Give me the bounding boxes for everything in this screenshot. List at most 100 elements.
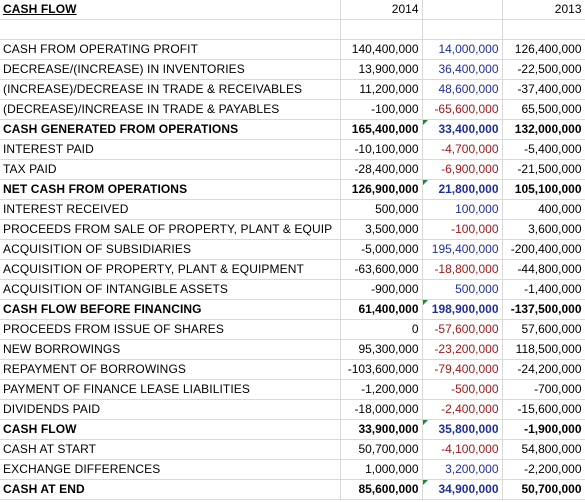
value-2014-cell[interactable]: 140,400,000 xyxy=(340,39,423,60)
delta-cell[interactable]: 3,200,000 xyxy=(422,459,503,480)
row-label-cell[interactable]: CASH AT START xyxy=(0,439,341,460)
delta-cell[interactable]: -4,700,000 xyxy=(422,139,503,160)
value-2014-cell[interactable]: 1,000,000 xyxy=(340,459,423,480)
value-2014-cell[interactable]: 126,900,000 xyxy=(340,179,423,200)
delta-cell[interactable]: 100,000 xyxy=(422,199,503,220)
value-2014-cell[interactable]: 500,000 xyxy=(340,199,423,220)
year-2013-header[interactable]: 2013 xyxy=(502,0,585,20)
row-label-cell[interactable]: NEW BORROWINGS xyxy=(0,339,341,360)
row-label-cell[interactable]: INTEREST RECEIVED xyxy=(0,199,341,220)
value-2014-cell[interactable]: 13,900,000 xyxy=(340,59,423,80)
delta-cell[interactable]: 14,000,000 xyxy=(422,39,503,60)
delta-cell[interactable]: -6,900,000 xyxy=(422,159,503,180)
delta-cell[interactable]: -79,400,000 xyxy=(422,359,503,380)
value-2013-cell[interactable]: 118,500,000 xyxy=(502,339,585,360)
value-2014-cell[interactable]: -103,600,000 xyxy=(340,359,423,380)
delta-cell[interactable]: -57,600,000 xyxy=(422,319,503,340)
delta-cell[interactable]: -23,200,000 xyxy=(422,339,503,360)
value-2013-cell[interactable]: -1,400,000 xyxy=(502,279,585,300)
row-label-cell[interactable]: CASH FROM OPERATING PROFIT xyxy=(0,39,341,60)
value-2014-cell[interactable]: 85,600,000 xyxy=(340,479,423,500)
delta-cell[interactable]: 35,800,000 xyxy=(422,419,503,440)
blank-cell[interactable] xyxy=(502,19,585,40)
row-label-cell[interactable]: PROCEEDS FROM SALE OF PROPERTY, PLANT & … xyxy=(0,219,341,240)
value-2013-cell[interactable]: 54,800,000 xyxy=(502,439,585,460)
delta-cell[interactable]: 198,900,000 xyxy=(422,299,503,320)
value-2014-cell[interactable]: -10,100,000 xyxy=(340,139,423,160)
row-label-cell[interactable]: CASH FLOW BEFORE FINANCING xyxy=(0,299,341,320)
delta-cell[interactable]: 21,800,000 xyxy=(422,179,503,200)
value-2013-cell[interactable]: -700,000 xyxy=(502,379,585,400)
row-label-cell[interactable]: (INCREASE)/DECREASE IN TRADE & RECEIVABL… xyxy=(0,79,341,100)
value-2014-cell[interactable]: -28,400,000 xyxy=(340,159,423,180)
value-2013-cell[interactable]: 132,000,000 xyxy=(502,119,585,140)
row-label-cell[interactable]: PROCEEDS FROM ISSUE OF SHARES xyxy=(0,319,341,340)
row-label-cell[interactable]: ACQUISITION OF PROPERTY, PLANT & EQUIPME… xyxy=(0,259,341,280)
delta-cell[interactable]: 500,000 xyxy=(422,279,503,300)
row-label-cell[interactable]: (DECREASE)/INCREASE IN TRADE & PAYABLES xyxy=(0,99,341,120)
value-2014-cell[interactable]: 0 xyxy=(340,319,423,340)
value-2013-cell[interactable]: -44,800,000 xyxy=(502,259,585,280)
value-2013-cell[interactable]: -24,200,000 xyxy=(502,359,585,380)
value-2014-cell[interactable]: 33,900,000 xyxy=(340,419,423,440)
value-2014-cell[interactable]: -18,000,000 xyxy=(340,399,423,420)
value-2013-cell[interactable]: 3,600,000 xyxy=(502,219,585,240)
value-2014-cell[interactable]: -63,600,000 xyxy=(340,259,423,280)
delta-cell[interactable]: -500,000 xyxy=(422,379,503,400)
value-2013-cell[interactable]: 126,400,000 xyxy=(502,39,585,60)
delta-cell[interactable]: -100,000 xyxy=(422,219,503,240)
delta-cell[interactable]: -2,400,000 xyxy=(422,399,503,420)
delta-cell[interactable]: -65,600,000 xyxy=(422,99,503,120)
row-label-cell[interactable]: ACQUISITION OF SUBSIDIARIES xyxy=(0,239,341,260)
delta-cell[interactable]: -18,800,000 xyxy=(422,259,503,280)
blank-cell[interactable] xyxy=(422,19,503,40)
delta-header[interactable] xyxy=(422,0,503,20)
row-label-cell[interactable]: NET CASH FROM OPERATIONS xyxy=(0,179,341,200)
value-2014-cell[interactable]: 95,300,000 xyxy=(340,339,423,360)
value-2013-cell[interactable]: -200,400,000 xyxy=(502,239,585,260)
delta-cell[interactable]: 34,900,000 xyxy=(422,479,503,500)
value-2014-cell[interactable]: -1,200,000 xyxy=(340,379,423,400)
value-2013-cell[interactable]: -21,500,000 xyxy=(502,159,585,180)
value-2013-cell[interactable]: 50,700,000 xyxy=(502,479,585,500)
sheet-title[interactable]: CASH FLOW xyxy=(0,0,341,20)
value-2013-cell[interactable]: 400,000 xyxy=(502,199,585,220)
value-2013-cell[interactable]: -2,200,000 xyxy=(502,459,585,480)
row-label-cell[interactable]: DIVIDENDS PAID xyxy=(0,399,341,420)
row-label-cell[interactable]: EXCHANGE DIFFERENCES xyxy=(0,459,341,480)
row-label-cell[interactable]: INTEREST PAID xyxy=(0,139,341,160)
value-2013-cell[interactable]: -15,600,000 xyxy=(502,399,585,420)
value-2013-cell[interactable]: -137,500,000 xyxy=(502,299,585,320)
value-2013-cell[interactable]: 65,500,000 xyxy=(502,99,585,120)
row-label-cell[interactable]: REPAYMENT OF BORROWINGS xyxy=(0,359,341,380)
delta-cell[interactable]: -4,100,000 xyxy=(422,439,503,460)
row-label-cell[interactable]: DECREASE/(INCREASE) IN INVENTORIES xyxy=(0,59,341,80)
value-2013-cell[interactable]: -22,500,000 xyxy=(502,59,585,80)
value-2013-cell[interactable]: -37,400,000 xyxy=(502,79,585,100)
value-2014-cell[interactable]: -100,000 xyxy=(340,99,423,120)
value-2014-cell[interactable]: 50,700,000 xyxy=(340,439,423,460)
blank-cell[interactable] xyxy=(0,19,341,40)
value-2014-cell[interactable]: 61,400,000 xyxy=(340,299,423,320)
row-label-cell[interactable]: TAX PAID xyxy=(0,159,341,180)
row-label-cell[interactable]: CASH GENERATED FROM OPERATIONS xyxy=(0,119,341,140)
row-label-cell[interactable]: ACQUISITION OF INTANGIBLE ASSETS xyxy=(0,279,341,300)
value-2014-cell[interactable]: 165,400,000 xyxy=(340,119,423,140)
value-2013-cell[interactable]: -5,400,000 xyxy=(502,139,585,160)
delta-cell[interactable]: 195,400,000 xyxy=(422,239,503,260)
row-label-cell[interactable]: CASH AT END xyxy=(0,479,341,500)
year-2014-header[interactable]: 2014 xyxy=(340,0,423,20)
blank-cell[interactable] xyxy=(340,19,423,40)
row-label-cell[interactable]: PAYMENT OF FINANCE LEASE LIABILITIES xyxy=(0,379,341,400)
value-2014-cell[interactable]: 3,500,000 xyxy=(340,219,423,240)
value-2014-cell[interactable]: 11,200,000 xyxy=(340,79,423,100)
delta-cell[interactable]: 33,400,000 xyxy=(422,119,503,140)
delta-cell[interactable]: 36,400,000 xyxy=(422,59,503,80)
value-2014-cell[interactable]: -900,000 xyxy=(340,279,423,300)
value-2013-cell[interactable]: 57,600,000 xyxy=(502,319,585,340)
row-label-cell[interactable]: CASH FLOW xyxy=(0,419,341,440)
value-2013-cell[interactable]: -1,900,000 xyxy=(502,419,585,440)
delta-cell[interactable]: 48,600,000 xyxy=(422,79,503,100)
value-2013-cell[interactable]: 105,100,000 xyxy=(502,179,585,200)
value-2014-cell[interactable]: -5,000,000 xyxy=(340,239,423,260)
